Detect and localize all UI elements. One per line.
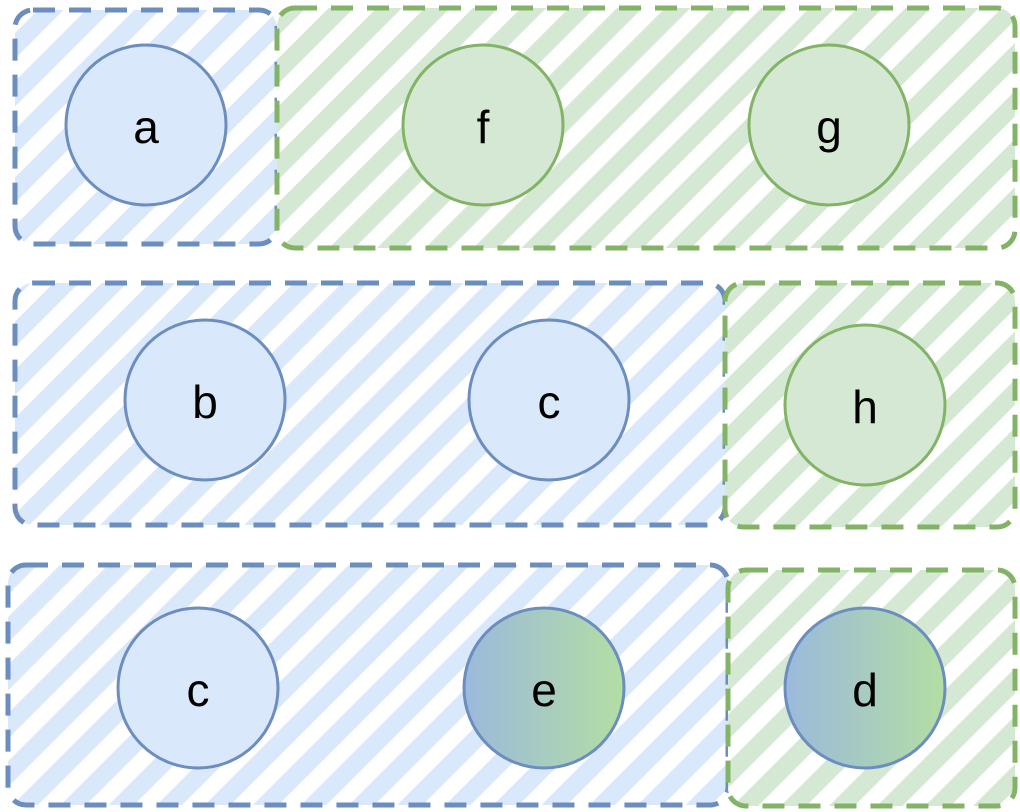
node-f-circle [401,43,565,207]
node-e-label: e [531,664,557,716]
node-d-label: d [852,664,878,716]
node-e-circle [462,606,626,770]
node-h-label: h [852,381,878,433]
node-c-row-3-label: c [187,664,210,716]
node-a: a [64,43,228,207]
node-a-circle [64,43,228,207]
node-c-row-2-circle [467,318,631,482]
node-b: b [123,318,287,482]
node-d-circle [783,606,947,770]
node-c-row-3: c [116,606,280,770]
node-g: g [747,43,911,207]
row-3: c e d [5,562,1018,809]
node-f: f [401,43,565,207]
node-d: d [783,606,947,770]
node-b-label: b [192,376,218,428]
node-h-circle [783,323,947,487]
row-1: a f g [12,5,1018,251]
node-c-row-3-circle [116,606,280,770]
node-c-row-2-label: c [538,376,561,428]
node-h: h [783,323,947,487]
node-f-label: f [477,101,490,153]
node-b-circle [123,318,287,482]
node-a-label: a [133,101,159,153]
node-g-label: g [816,101,842,153]
node-e: e [462,606,626,770]
node-c-row-2: c [467,318,631,482]
node-g-circle [747,43,911,207]
row-2: b c h [12,280,1018,530]
